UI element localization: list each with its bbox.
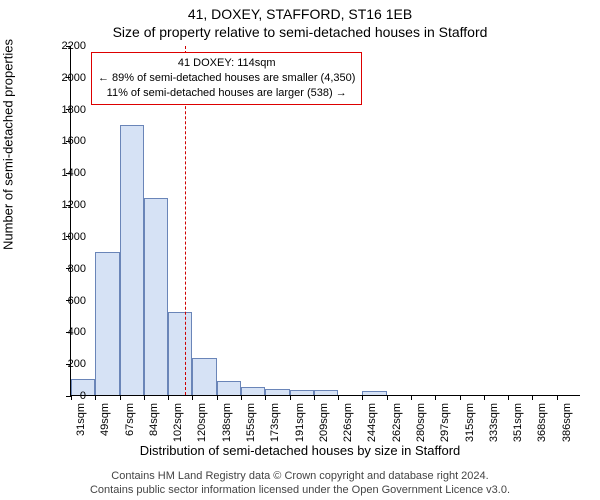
histogram-bar [241,387,265,395]
xtick-mark [338,395,339,400]
footer-line2: Contains public sector information licen… [0,484,600,496]
xtick-mark [314,395,315,400]
xtick-label: 368sqm [536,403,548,447]
chart-container: 41, DOXEY, STAFFORD, ST16 1EB Size of pr… [0,0,600,500]
ytick-label: 600 [46,295,86,307]
histogram-bar [265,389,289,395]
xtick-label: 120sqm [196,403,208,447]
xtick-mark [290,395,291,400]
ytick-label: 1800 [46,104,86,116]
xtick-mark [144,395,145,400]
ytick-label: 1200 [46,199,86,211]
histogram-bar [314,390,338,395]
xtick-label: 155sqm [245,403,257,447]
ytick-label: 200 [46,358,86,370]
callout-box: 41 DOXEY: 114sqm ← 89% of semi-detached … [91,52,362,105]
xtick-mark [120,395,121,400]
ytick-label: 1400 [46,167,86,179]
histogram-bar [362,391,386,395]
callout-line3: 11% of semi-detached houses are larger (… [98,86,355,101]
xtick-label: 386sqm [561,403,573,447]
xtick-mark [532,395,533,400]
histogram-bar [120,125,144,395]
histogram-bar [168,312,192,395]
histogram-bar [192,358,216,395]
ytick-label: 0 [46,390,86,402]
xtick-label: 351sqm [512,403,524,447]
chart-title: Size of property relative to semi-detach… [0,24,600,40]
y-axis-label: Number of semi-detached properties [1,39,16,250]
xtick-mark [508,395,509,400]
ytick-label: 400 [46,326,86,338]
xtick-label: 191sqm [294,403,306,447]
xtick-mark [217,395,218,400]
histogram-bar [95,252,119,395]
ytick-label: 1600 [46,135,86,147]
xtick-label: 280sqm [415,403,427,447]
plot-area: 31sqm49sqm67sqm84sqm102sqm120sqm138sqm15… [70,46,580,396]
xtick-mark [265,395,266,400]
xtick-mark [168,395,169,400]
xtick-mark [411,395,412,400]
xtick-label: 333sqm [488,403,500,447]
xtick-label: 297sqm [439,403,451,447]
xtick-label: 102sqm [172,403,184,447]
xtick-mark [362,395,363,400]
xtick-label: 244sqm [366,403,378,447]
xtick-label: 138sqm [221,403,233,447]
xtick-label: 173sqm [269,403,281,447]
histogram-bar [290,390,314,395]
ytick-label: 2000 [46,72,86,84]
xtick-mark [241,395,242,400]
xtick-mark [192,395,193,400]
xtick-label: 315sqm [464,403,476,447]
callout-line1: 41 DOXEY: 114sqm [98,56,355,71]
xtick-label: 31sqm [75,403,87,447]
xtick-mark [95,395,96,400]
xtick-label: 226sqm [342,403,354,447]
ytick-label: 2200 [46,40,86,52]
callout-line2: ← 89% of semi-detached houses are smalle… [98,71,355,86]
xtick-mark [484,395,485,400]
xtick-label: 67sqm [124,403,136,447]
histogram-bar [144,198,168,395]
ytick-label: 1000 [46,231,86,243]
chart-supertitle: 41, DOXEY, STAFFORD, ST16 1EB [0,6,600,22]
xtick-label: 49sqm [99,403,111,447]
xtick-label: 209sqm [318,403,330,447]
histogram-bar [217,381,241,395]
xtick-mark [557,395,558,400]
xtick-mark [387,395,388,400]
xtick-label: 84sqm [148,403,160,447]
footer-line1: Contains HM Land Registry data © Crown c… [0,470,600,482]
ytick-label: 800 [46,263,86,275]
xtick-label: 262sqm [391,403,403,447]
xtick-mark [435,395,436,400]
xtick-mark [460,395,461,400]
x-axis-label: Distribution of semi-detached houses by … [0,443,600,458]
